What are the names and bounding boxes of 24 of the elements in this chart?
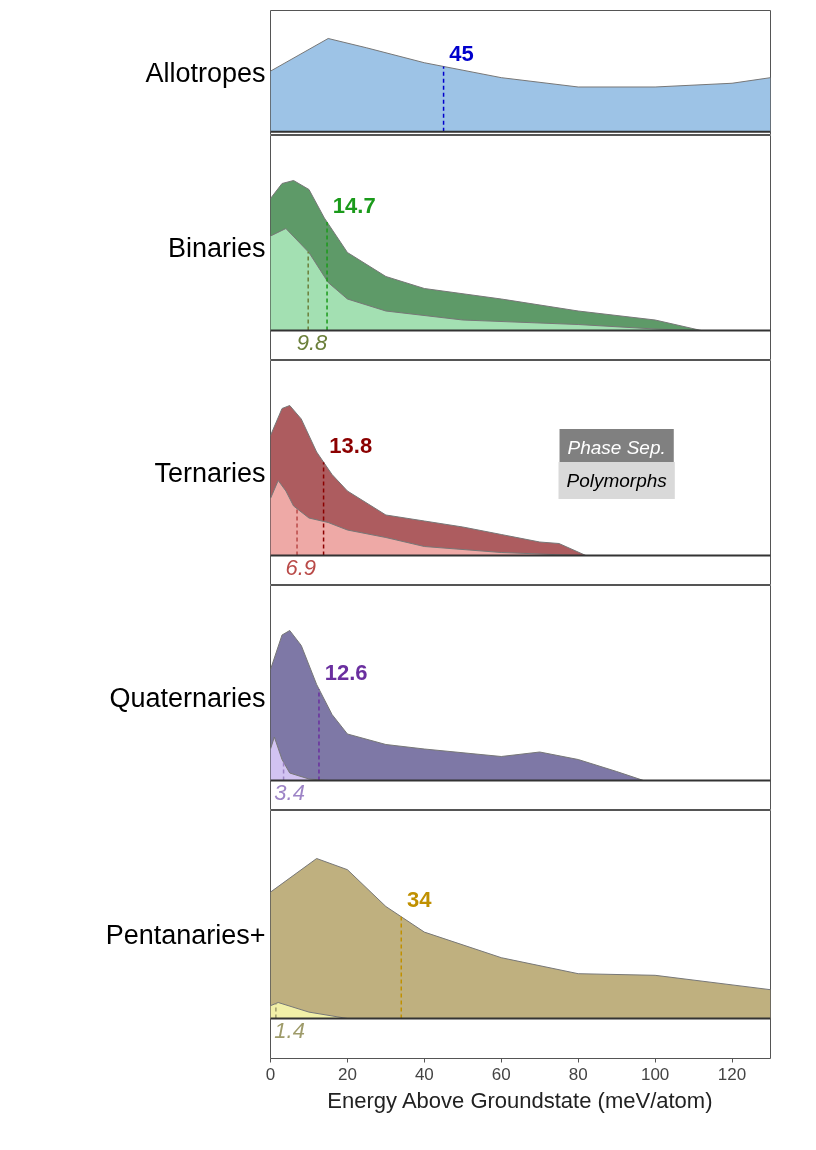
ref-line-label: 14.7 <box>332 193 376 219</box>
ref-line-label: 13.8 <box>329 433 373 459</box>
x-tick-label: 100 <box>640 1064 670 1084</box>
y-axis-title: Binaries <box>167 233 266 263</box>
y-axis-title: Ternaries <box>154 458 266 488</box>
x-tick-label: 120 <box>717 1064 747 1084</box>
annotation: Polymorphs <box>566 470 668 491</box>
ref-line-label: 3.4 <box>274 780 305 805</box>
x-tick-label: 60 <box>491 1064 511 1084</box>
y-axis-title: Allotropes <box>145 58 266 88</box>
ref-line-label: 34 <box>407 887 433 913</box>
y-axis-title: Quaternaries <box>109 683 266 713</box>
ref-line-label: 9.8 <box>296 330 328 355</box>
ref-line-label: 6.9 <box>285 555 317 580</box>
ref-line-label: 1.4 <box>274 1018 305 1044</box>
y-axis-title: Pentanaries+ <box>105 919 266 950</box>
x-tick-label: 40 <box>414 1064 434 1084</box>
x-tick-label: 0 <box>265 1064 276 1084</box>
x-tick-label: 20 <box>337 1064 357 1084</box>
x-axis-title: Energy Above Groundstate (meV/atom) <box>327 1087 713 1113</box>
annotation: Phase Sep. <box>567 437 666 458</box>
ref-line-label: 12.6 <box>324 660 368 685</box>
ref-line-label: 45 <box>449 40 474 66</box>
x-tick-label: 80 <box>568 1064 588 1084</box>
